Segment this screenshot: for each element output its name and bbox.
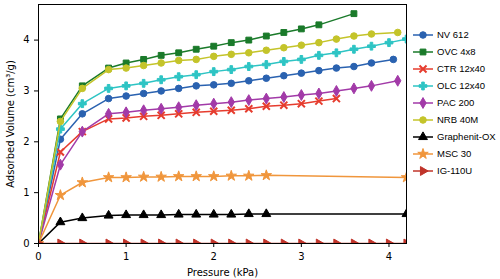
html-text:NRB 40M: NRB 40M <box>437 114 479 125</box>
html-text:MSC 30: MSC 30 <box>437 148 472 159</box>
svg-text:1: 1 <box>123 251 129 262</box>
html-text:OLC 12x40: OLC 12x40 <box>437 80 486 91</box>
svg-text:2: 2 <box>211 251 217 262</box>
svg-text:0: 0 <box>35 251 41 262</box>
svg-text:3: 3 <box>298 251 304 262</box>
svg-text:Adsorbed Volume (cm³/g): Adsorbed Volume (cm³/g) <box>5 60 16 188</box>
html-text:PAC 200: PAC 200 <box>437 97 475 108</box>
svg-text:Pressure (kPa): Pressure (kPa) <box>187 267 258 278</box>
html-text:OVC 4x8: OVC 4x8 <box>437 46 476 57</box>
html-text:Graphenit-OX: Graphenit-OX <box>437 131 496 142</box>
svg-text:1: 1 <box>23 187 29 198</box>
svg-text:2: 2 <box>23 136 29 147</box>
svg-text:3: 3 <box>23 85 29 96</box>
html-text:NV 612: NV 612 <box>437 29 469 40</box>
html-text:IG-110U: IG-110U <box>437 165 473 176</box>
svg-text:0: 0 <box>23 238 29 249</box>
html-text:CTR 12x40: CTR 12x40 <box>437 63 486 74</box>
svg-text:4: 4 <box>386 251 392 262</box>
svg-text:4: 4 <box>23 34 29 45</box>
